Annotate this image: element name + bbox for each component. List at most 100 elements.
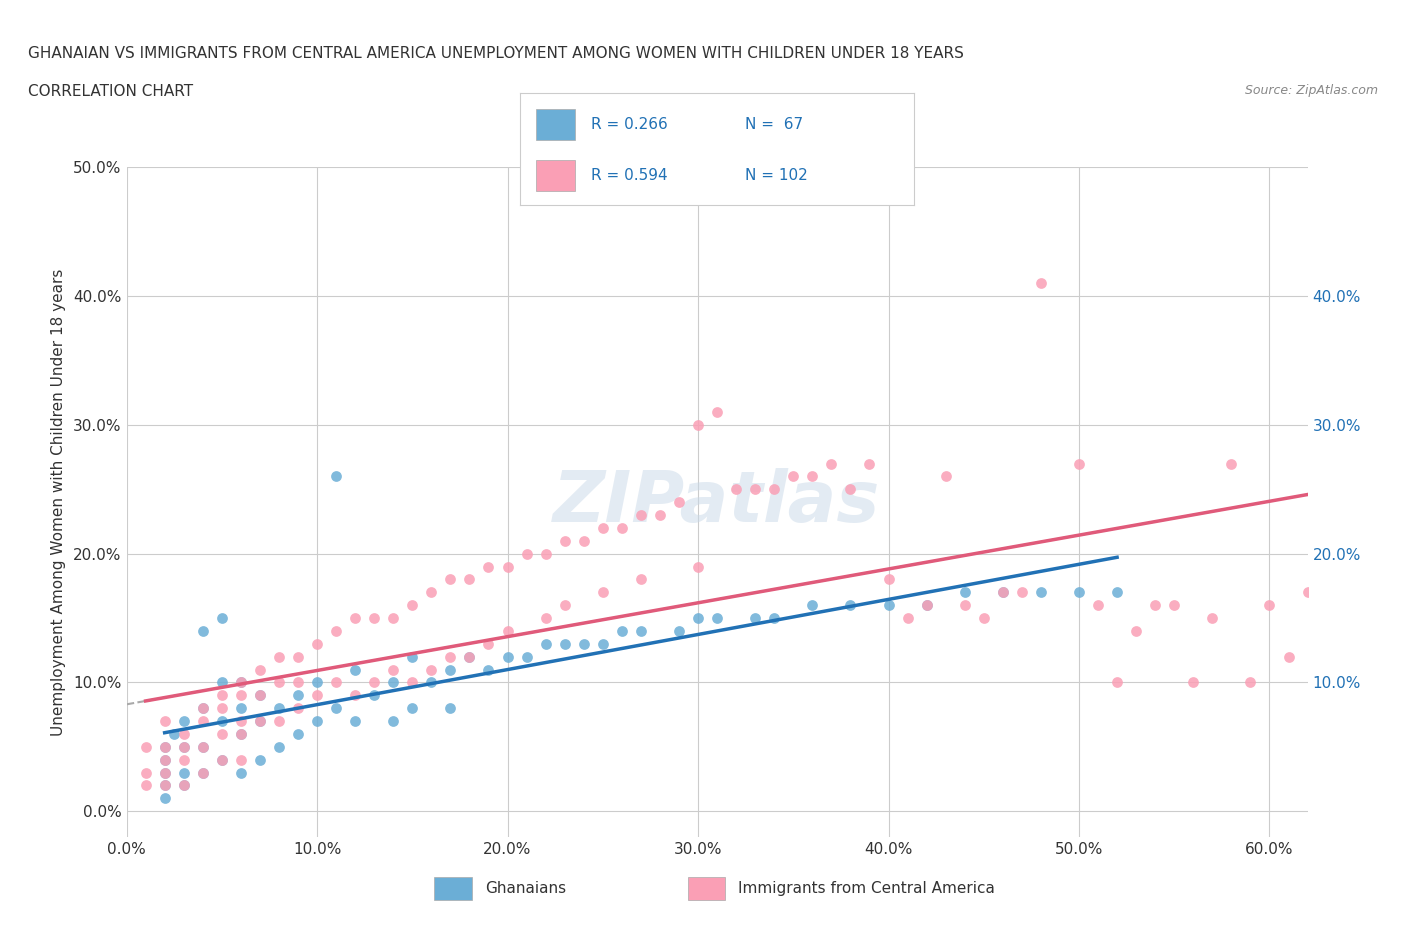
Point <box>287 649 309 664</box>
Point <box>477 662 499 677</box>
Point <box>211 611 233 626</box>
Point <box>763 611 786 626</box>
Point <box>211 752 233 767</box>
Point <box>325 701 347 716</box>
Point <box>686 559 709 574</box>
Point <box>648 508 671 523</box>
Point <box>211 688 233 703</box>
Point <box>135 778 157 793</box>
Point <box>516 649 538 664</box>
Point <box>344 713 367 728</box>
Point <box>744 482 766 497</box>
Point <box>401 675 423 690</box>
Point <box>344 688 367 703</box>
Point <box>630 508 652 523</box>
Point <box>686 418 709 432</box>
Point <box>439 649 461 664</box>
Point <box>153 778 176 793</box>
Point <box>915 598 938 613</box>
Point <box>211 726 233 741</box>
Point <box>820 456 842 471</box>
Point <box>287 675 309 690</box>
Point <box>191 739 214 754</box>
Point <box>1239 675 1261 690</box>
Point <box>305 675 328 690</box>
Point <box>706 611 728 626</box>
Point <box>496 623 519 638</box>
Point <box>382 713 405 728</box>
Point <box>401 701 423 716</box>
Point <box>267 713 290 728</box>
Point <box>191 765 214 780</box>
FancyBboxPatch shape <box>536 160 575 192</box>
Point <box>191 739 214 754</box>
Point <box>229 688 252 703</box>
Point <box>1029 585 1052 600</box>
Point <box>153 752 176 767</box>
Point <box>420 675 443 690</box>
Point <box>249 752 271 767</box>
Point <box>173 739 195 754</box>
Point <box>267 649 290 664</box>
Point <box>211 713 233 728</box>
Point <box>1182 675 1205 690</box>
Point <box>439 701 461 716</box>
Text: CORRELATION CHART: CORRELATION CHART <box>28 84 193 99</box>
Point <box>153 765 176 780</box>
Point <box>1258 598 1281 613</box>
Point <box>554 598 576 613</box>
Point <box>1163 598 1185 613</box>
Point <box>439 572 461 587</box>
Point <box>496 649 519 664</box>
Point <box>249 662 271 677</box>
Point <box>439 662 461 677</box>
Point <box>267 701 290 716</box>
Point <box>858 456 880 471</box>
Point <box>229 726 252 741</box>
Point <box>211 675 233 690</box>
Text: R = 0.266: R = 0.266 <box>591 117 668 132</box>
Point <box>896 611 918 626</box>
Point <box>953 598 976 613</box>
Point <box>211 701 233 716</box>
Point <box>477 636 499 651</box>
Text: Immigrants from Central America: Immigrants from Central America <box>738 881 995 896</box>
Point <box>991 585 1014 600</box>
Point <box>458 572 481 587</box>
Point <box>325 675 347 690</box>
Point <box>305 688 328 703</box>
Point <box>592 636 614 651</box>
Point <box>267 739 290 754</box>
Point <box>572 636 595 651</box>
Point <box>554 534 576 549</box>
Point <box>420 585 443 600</box>
Point <box>229 726 252 741</box>
Text: R = 0.594: R = 0.594 <box>591 168 668 183</box>
Point <box>592 521 614 536</box>
Point <box>153 765 176 780</box>
Point <box>706 405 728 419</box>
Point <box>1201 611 1223 626</box>
Point <box>839 598 862 613</box>
Point <box>554 636 576 651</box>
Point <box>801 469 824 484</box>
Point <box>1220 456 1243 471</box>
Point <box>1087 598 1109 613</box>
Point <box>610 521 633 536</box>
Point <box>534 611 557 626</box>
Point <box>592 585 614 600</box>
Point <box>173 752 195 767</box>
Point <box>191 701 214 716</box>
Point <box>1029 276 1052 291</box>
Point <box>153 790 176 805</box>
Point <box>516 546 538 561</box>
Point <box>839 482 862 497</box>
Point <box>725 482 748 497</box>
Point <box>229 752 252 767</box>
Point <box>668 623 690 638</box>
Point <box>420 662 443 677</box>
Point <box>249 713 271 728</box>
Point <box>877 572 900 587</box>
Point <box>1067 456 1090 471</box>
Point <box>458 649 481 664</box>
